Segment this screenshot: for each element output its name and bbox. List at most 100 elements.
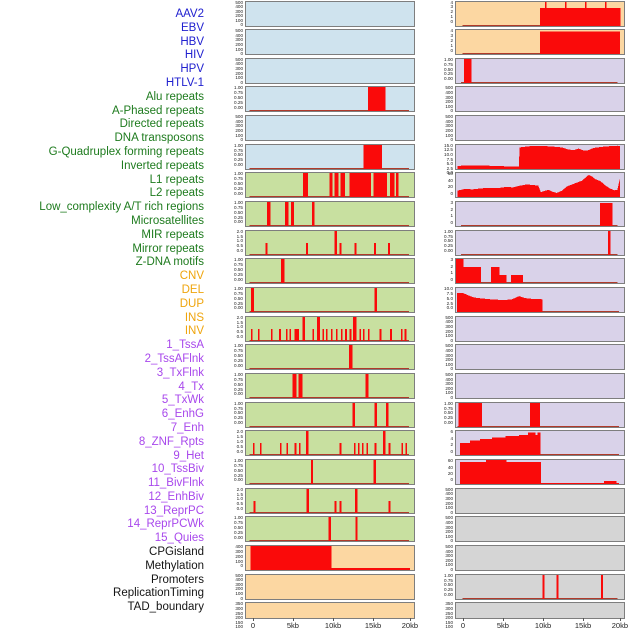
y-tick-label: 0.50 (444, 410, 453, 416)
track-signal-Alu repeats (249, 173, 409, 198)
x-axis-label: 10kb (324, 620, 342, 630)
track-label-10_TssBiv: 10_TssBiv (151, 463, 204, 476)
track-panel-Low_complexity A/T rich regions: 1.00 0.75 0.50 0.25 0.00 (234, 401, 415, 428)
y-tick-label: 0 (240, 22, 243, 28)
y-tick-label: 400 (235, 4, 243, 10)
y-tick-label: 250 (235, 610, 243, 616)
track-panel-2_TssAFlnk: 500 400 300 200 100 0 (445, 86, 625, 113)
track-panel-9_Het: 10.0 7.5 5.0 2.5 0.0 (444, 286, 625, 314)
track-signal-INS (462, 1, 621, 26)
y-tick-label: 0.50 (234, 152, 243, 158)
y-tick-label: 3 (450, 257, 453, 263)
track-signal-TAD_boundary (456, 603, 624, 618)
y-tick-label: 200 (235, 41, 243, 47)
track-signal-INV (462, 31, 620, 55)
track-signal-Directed repeats (249, 230, 409, 255)
track-signal-Microsatellites (249, 431, 409, 456)
y-axis-ticks-L1 repeats: 1.00 0.75 0.50 0.25 0.00 (212, 344, 243, 368)
track-label-2_TssAFlnk: 2_TssAFlnk (144, 352, 204, 365)
y-axis-ticks-L2 repeats: 1.00 0.75 0.50 0.25 0.00 (212, 372, 243, 397)
y-tick-label: 0.0 (236, 248, 243, 254)
y-axis-ticks-ReplicationTiming: 1.00 0.75 0.50 0.25 0.00 (422, 573, 453, 598)
y-tick-label: 2.0 (236, 486, 243, 492)
y-tick-label: 6 (450, 429, 453, 435)
y-tick-label: 500 (445, 314, 453, 320)
y-tick-label: 0.00 (234, 276, 243, 282)
track-panel-15_Quies: 60 40 20 0 (448, 458, 625, 486)
track-signal-AAV2 (246, 2, 414, 26)
y-tick-label: 0.25 (234, 300, 243, 306)
y-tick-label: 400 (445, 319, 453, 325)
y-axis-ticks-2_TssAFlnk: 500 400 300 200 100 0 (422, 86, 453, 113)
y-tick-label: 12.5 (444, 147, 453, 153)
y-tick-label: 0.50 (234, 525, 243, 531)
track-label-HTLV-1: HTLV-1 (165, 76, 204, 89)
y-tick-label: 0.00 (234, 477, 243, 483)
y-tick-label: 0 (450, 538, 453, 544)
y-axis-ticks-EBV: 500 400 300 200 100 0 (212, 29, 243, 56)
track-panel-12_EnhBiv: 500 400 300 200 100 0 (445, 372, 625, 400)
y-tick-label: 2.0 (236, 314, 243, 320)
y-axis-ticks-1_TssA: 1.00 0.75 0.50 0.25 0.00 (422, 57, 453, 82)
track-signal-DNA transposons (249, 259, 409, 284)
y-tick-label: 100 (235, 624, 243, 630)
x-axis-tick (252, 618, 254, 621)
track-panel-DEL: 500 400 300 200 100 0 (235, 573, 415, 600)
track-label-L1 repeats: L1 repeats (149, 173, 204, 186)
y-tick-label: 0 (240, 563, 243, 569)
track-label-INS: INS (184, 311, 204, 324)
track-panel-DNA transposons: 1.00 0.75 0.50 0.25 0.00 (234, 258, 415, 285)
y-tick-label: 350 (235, 601, 243, 607)
y-axis-ticks-CNV: 400 300 200 100 0 (212, 544, 243, 569)
y-tick-label: 400 (445, 90, 453, 96)
x-axis-tick (292, 618, 294, 621)
y-tick-label: 500 (445, 114, 453, 120)
y-axis-ticks-3_TxFlnk: 500 400 300 200 100 0 (422, 114, 453, 142)
y-tick-label: 0.0 (236, 506, 243, 512)
y-tick-label: 0.50 (234, 467, 243, 473)
track-signal-15_Quies (460, 460, 619, 485)
y-tick-label: 1.00 (234, 458, 243, 464)
y-tick-label: 1.00 (234, 142, 243, 148)
y-tick-label: 0.00 (444, 76, 453, 82)
y-tick-label: 400 (445, 118, 453, 124)
y-axis-ticks-HIV: 1.00 0.75 0.50 0.25 0.00 (212, 86, 243, 110)
y-tick-label: 2 (450, 442, 453, 448)
y-tick-label: 200 (445, 557, 453, 563)
track-signal-HBV (246, 59, 414, 83)
y-tick-label: 500 (445, 372, 453, 378)
y-tick-label: 3 (450, 200, 453, 206)
y-tick-label: 0.25 (234, 100, 243, 105)
y-axis-ticks-G-Quadruplex forming repeats: 1.00 0.75 0.50 0.25 0.00 (212, 286, 243, 311)
y-tick-label: 0.00 (234, 104, 243, 110)
y-tick-label: 500 (235, 56, 243, 62)
track-label-list: AAV2 EBV HBV HIV HPV HTLV-1 Alu repeats A-Phase… (0, 8, 204, 615)
track-panel-HIV: 1.00 0.75 0.50 0.25 0.00 (234, 86, 415, 113)
x-axis-tick (502, 618, 504, 621)
track-panel-3_TxFlnk: 500 400 300 200 100 0 (445, 115, 625, 142)
track-label-4_Tx: 4_Tx (178, 380, 204, 393)
track-panel-CNV: 400 300 200 100 0 (235, 544, 415, 572)
track-label-MIR repeats: MIR repeats (141, 228, 204, 241)
y-tick-label: 300 (445, 352, 453, 358)
x-axis-label: 0 (460, 620, 466, 630)
track-signal-CPGisland (456, 489, 624, 513)
y-tick-label: 0.25 (234, 157, 243, 163)
y-tick-label: 2.5 (446, 300, 453, 306)
track-signal-EBV (246, 30, 414, 54)
y-axis-ticks-12_EnhBiv: 500 400 300 200 100 0 (422, 372, 453, 399)
y-tick-label: 0.25 (234, 386, 243, 392)
y-tick-label: 1 (450, 42, 453, 48)
y-tick-label: 1 (450, 270, 453, 276)
y-tick-label: 2 (450, 263, 453, 269)
y-tick-label: 500 (445, 544, 453, 550)
y-tick-label: 500 (445, 343, 453, 349)
y-tick-label: 1.5 (236, 434, 243, 440)
y-tick-label: 1 (450, 14, 453, 20)
y-tick-label: 0 (450, 108, 453, 114)
y-tick-label: 0.50 (234, 267, 243, 273)
y-tick-label: 200 (445, 99, 453, 105)
